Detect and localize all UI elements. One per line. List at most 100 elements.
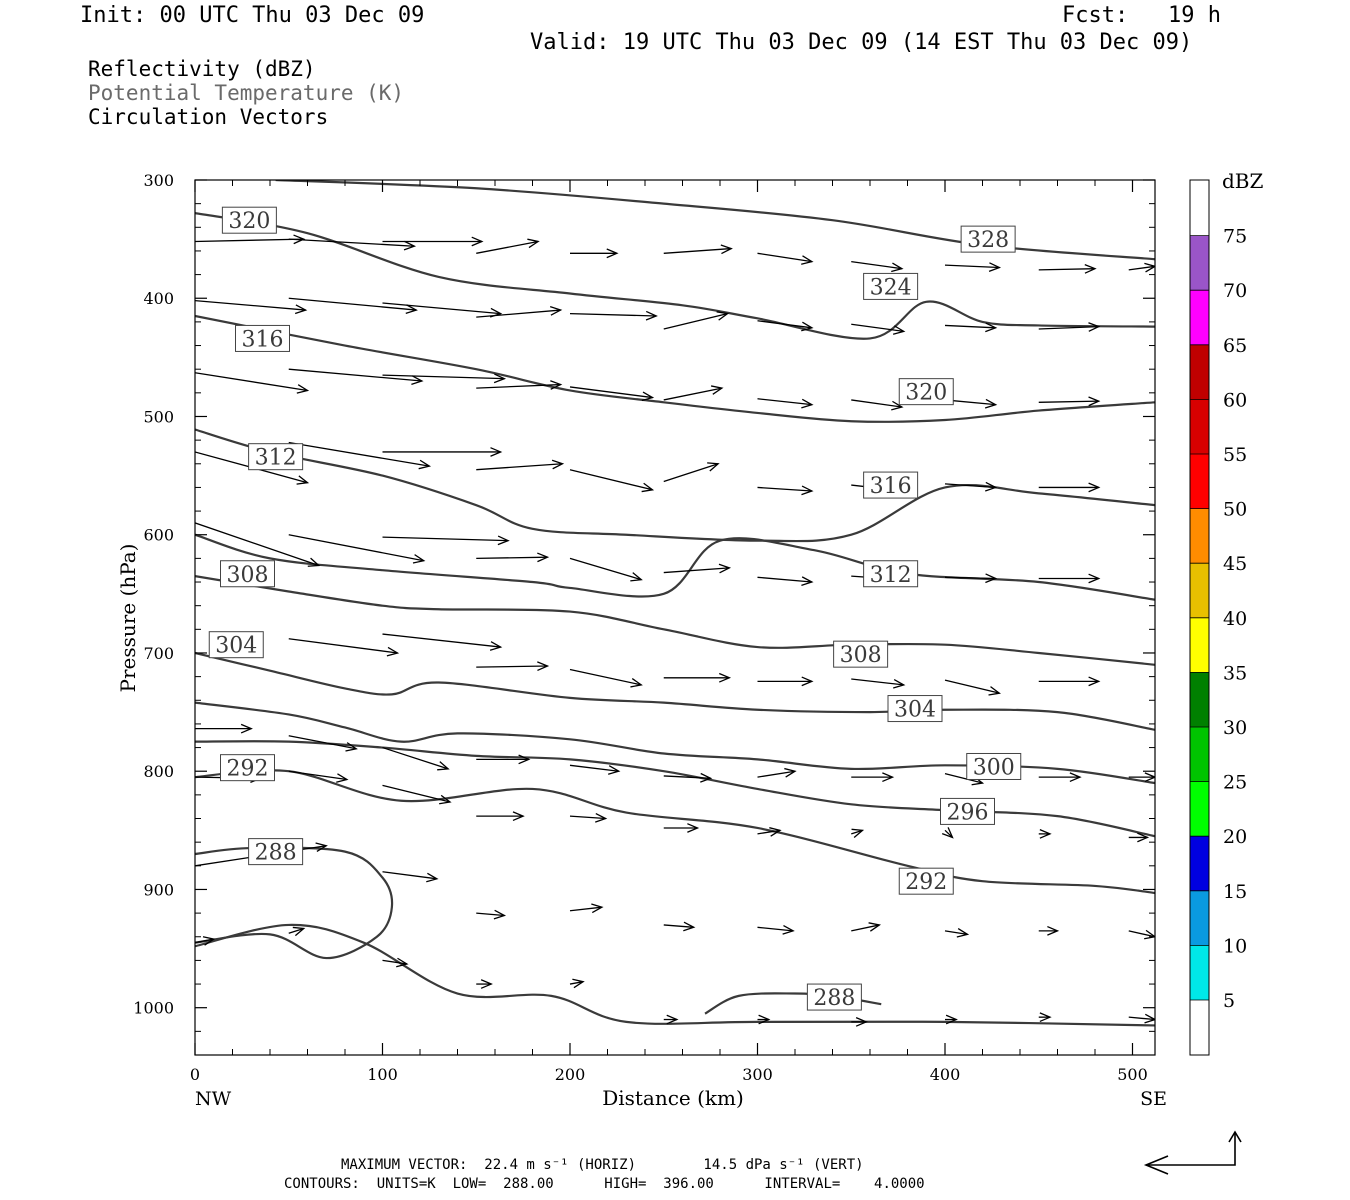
contour-308-5: [195, 575, 1155, 666]
vector-arrow-56: [757, 676, 814, 687]
vector-arrow-28: [851, 399, 904, 411]
vector-arrow-50: [1038, 573, 1101, 584]
svg-text:304: 304: [894, 698, 936, 723]
vector-arrow-64: [569, 764, 621, 775]
contour-label-11: 304: [887, 695, 943, 723]
vector-arrow-60: [195, 723, 253, 734]
contour-label-10: 308: [833, 640, 889, 668]
colorbar-band-60: [1190, 344, 1209, 400]
y-tick-label-1: 400: [143, 289, 174, 308]
vector-arrow-27: [757, 398, 814, 409]
colorbar-band-20: [1190, 781, 1209, 837]
colorbar-band-45: [1190, 508, 1209, 564]
vector-arrow-7: [851, 260, 904, 273]
colorbar-band-50: [1190, 454, 1209, 509]
vector-arrow-61: [288, 735, 358, 752]
vector-arrow-75: [569, 812, 608, 823]
contour-316-3: [195, 428, 1155, 543]
colorbar-band-70: [1190, 235, 1209, 291]
colorbar-label-10: 10: [1223, 935, 1247, 957]
vector-arrow-81: [1128, 832, 1150, 843]
y-tick-label-2: 500: [143, 407, 174, 426]
contour-304-6: [195, 651, 1155, 731]
valid-time: Valid: 19 UTC Thu 03 Dec 09 (14 EST Thu …: [530, 30, 1193, 55]
vector-arrow-73: [382, 784, 452, 805]
reference-vector-icon: [1143, 1130, 1242, 1175]
colorbar-label-75: 75: [1223, 226, 1247, 248]
x-axis-label: Distance (km): [602, 1086, 744, 1110]
svg-text:308: 308: [840, 643, 882, 668]
colorbar-label-55: 55: [1223, 444, 1247, 466]
vector-arrow-100: [945, 1014, 958, 1025]
vector-arrow-34: [476, 459, 565, 471]
x-tick-label-1: 100: [367, 1065, 398, 1084]
contour-292-9: [195, 769, 1155, 895]
vector-arrow-20: [1038, 322, 1101, 332]
contour-label-5: 312: [248, 443, 304, 471]
contour-324-1: [195, 212, 1155, 340]
contour-label-7: 308: [220, 560, 275, 588]
vector-arrow-85: [569, 903, 604, 914]
vector-arrow-93: [288, 926, 306, 937]
vector-arrow-6: [757, 252, 814, 265]
colorbar-band-35: [1190, 617, 1209, 673]
vector-arrow-8: [944, 262, 1002, 272]
field-potential-temperature: Potential Temperature (K): [88, 81, 405, 105]
vector-arrow-16: [663, 311, 730, 330]
colorbar-label-70: 70: [1223, 280, 1247, 302]
vector-arrow-88: [851, 922, 882, 932]
vector-arrow-0: [195, 234, 306, 245]
vector-arrow-83: [382, 871, 439, 883]
colorbar-band-10: [1190, 890, 1209, 946]
nw-label: NW: [195, 1088, 232, 1110]
vector-arrow-40: [1038, 482, 1101, 493]
vector-arrow-89: [944, 928, 970, 938]
colorbar-band-5: [1190, 945, 1209, 1000]
colorbar-title: dBZ: [1222, 169, 1264, 193]
contour-328-0: [275, 180, 1155, 261]
max-vector-note: MAXIMUM VECTOR: 22.4 m s⁻¹ (HORIZ) 14.5 …: [341, 1157, 864, 1173]
vector-arrow-32: [288, 441, 432, 470]
contour-label-13: 300: [966, 752, 1022, 780]
svg-text:300: 300: [973, 755, 1015, 780]
svg-text:328: 328: [967, 228, 1009, 253]
vector-arrow-49: [944, 573, 998, 584]
vector-arrow-90: [1038, 925, 1060, 936]
vector-arrow-69: [1038, 772, 1082, 783]
colorbar-band-15: [1190, 836, 1209, 891]
vector-arrow-36: [663, 462, 720, 483]
y-tick-label-3: 600: [143, 526, 174, 545]
contour-label-15: 288: [248, 838, 304, 866]
colorbar-label-30: 30: [1223, 717, 1247, 739]
vector-arrow-21: [195, 372, 310, 394]
x-tick-label-2: 200: [555, 1065, 586, 1084]
vector-arrow-44: [476, 552, 550, 563]
vector-arrow-3: [476, 238, 540, 254]
vector-arrow-92: [195, 936, 216, 946]
vector-arrow-37: [757, 485, 814, 496]
vector-arrow-14: [476, 306, 563, 318]
forecast-hour: Fcst: 19 h: [1062, 3, 1221, 28]
vector-arrow-84: [476, 909, 507, 920]
vector-arrow-66: [757, 767, 797, 778]
init-time: Init: 00 UTC Thu 03 Dec 09: [80, 3, 425, 28]
x-tick-label-0: 0: [190, 1065, 200, 1084]
contour-label-8: 312: [863, 560, 919, 588]
vector-arrow-77: [757, 827, 782, 837]
colorbar-label-25: 25: [1223, 772, 1247, 794]
vector-arrow-18: [851, 323, 906, 335]
vector-arrow-97: [663, 1014, 679, 1025]
colorbar-label-5: 5: [1223, 990, 1235, 1012]
colorbar-frame: [1189, 179, 1210, 1056]
y-tick-label-6: 900: [143, 880, 174, 899]
y-tick-label-0: 300: [143, 171, 174, 190]
vector-arrow-58: [944, 679, 1001, 696]
colorbar-label-45: 45: [1223, 553, 1247, 575]
vector-arrow-12: [288, 297, 418, 315]
field-circulation-vectors: Circulation Vectors: [88, 105, 329, 129]
vector-arrow-1: [288, 238, 417, 251]
vector-arrow-87: [757, 925, 795, 935]
colorbar-label-15: 15: [1223, 881, 1247, 903]
vector-arrow-67: [851, 772, 895, 783]
colorbar-band-40: [1190, 563, 1209, 618]
